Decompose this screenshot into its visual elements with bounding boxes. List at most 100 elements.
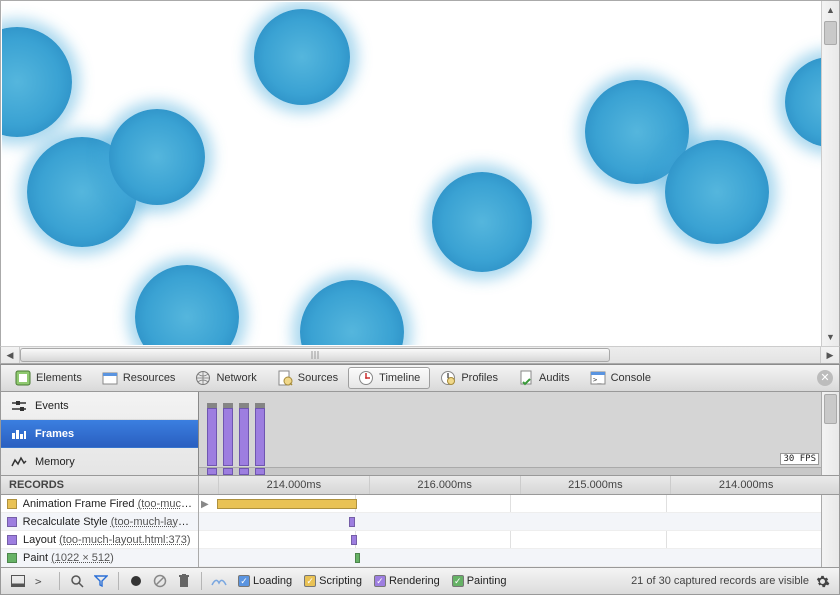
sources-icon (277, 370, 293, 386)
mode-label: Memory (35, 456, 75, 468)
timeline-ruler (199, 467, 821, 475)
record-link[interactable]: (too-much-... (138, 498, 192, 510)
network-icon (195, 370, 211, 386)
timeline-scrollbar[interactable] (821, 392, 839, 475)
tab-network[interactable]: Network (185, 367, 266, 389)
mode-label: Frames (35, 428, 74, 440)
time-column: 215.000ms (521, 476, 672, 494)
frame-bar[interactable] (255, 408, 265, 466)
circle (109, 109, 205, 205)
color-swatch (7, 553, 17, 563)
time-column: 214.000ms (671, 476, 821, 494)
time-columns: 214.000ms216.000ms215.000ms214.000ms (219, 476, 821, 494)
tab-label: Console (611, 372, 651, 384)
circles-canvas (2, 2, 821, 345)
record-link[interactable]: (too-much-layou... (111, 516, 192, 528)
tab-label: Resources (123, 372, 176, 384)
search-icon[interactable] (66, 571, 88, 591)
legend-label: Rendering (389, 575, 440, 587)
scroll-track[interactable] (19, 347, 821, 363)
legend-item-loading[interactable]: ✓Loading (238, 575, 292, 587)
legend-label: Loading (253, 575, 292, 587)
tab-label: Audits (539, 372, 570, 384)
circle (254, 9, 350, 105)
legend-item-scripting[interactable]: ✓Scripting (304, 575, 362, 587)
horizontal-scrollbar[interactable]: ◀ ▶ (0, 346, 840, 364)
record-bar[interactable] (351, 535, 357, 545)
record-chart-row (199, 531, 821, 549)
frame-tick (223, 468, 233, 475)
circle (432, 172, 532, 272)
vertical-scrollbar[interactable]: ▲ ▼ (821, 1, 839, 346)
record-chart-row (199, 513, 821, 531)
records-heading: RECORDS (1, 476, 199, 494)
filter-icon[interactable] (90, 571, 112, 591)
records-names: Animation Frame Fired (too-much-... Recal… (1, 495, 199, 567)
frame-bar[interactable] (223, 408, 233, 466)
bottom-toolbar: >_ ✓Loading✓Scripting✓Rendering✓Painting… (0, 567, 840, 595)
record-link[interactable]: (too-much-layout.html:373) (59, 534, 190, 546)
close-icon[interactable]: ✕ (817, 370, 833, 386)
tab-profiles[interactable]: Profiles (430, 367, 508, 389)
record-icon[interactable] (125, 571, 147, 591)
circle (135, 265, 239, 345)
scroll-up-icon[interactable]: ▲ (822, 1, 839, 19)
gear-icon[interactable] (811, 571, 833, 591)
clear-icon[interactable] (149, 571, 171, 591)
tab-label: Network (216, 372, 256, 384)
console-toggle-icon[interactable]: >_ (31, 571, 53, 591)
tab-timeline[interactable]: Timeline (348, 367, 430, 389)
legend-item-rendering[interactable]: ✓Rendering (374, 575, 440, 587)
record-bar[interactable] (349, 517, 355, 527)
record-bar[interactable] (355, 553, 360, 563)
time-column: 214.000ms (219, 476, 370, 494)
tab-audits[interactable]: Audits (508, 367, 580, 389)
records-grid: Animation Frame Fired (too-much-... Recal… (0, 495, 840, 567)
tab-elements[interactable]: Elements (5, 367, 92, 389)
scroll-thumb[interactable] (824, 394, 837, 424)
checkbox-icon[interactable]: ✓ (304, 575, 316, 587)
checkbox-icon[interactable]: ✓ (452, 575, 464, 587)
dock-icon[interactable] (7, 571, 29, 591)
circle (785, 57, 821, 147)
legend-item-painting[interactable]: ✓Painting (452, 575, 507, 587)
mode-label: Events (35, 400, 69, 412)
timeline-mode-frames[interactable]: Frames (1, 420, 198, 448)
tab-console[interactable]: >_Console (580, 367, 661, 389)
records-scrollbar[interactable] (821, 495, 839, 567)
frame-bar[interactable] (207, 408, 217, 466)
scroll-left-icon[interactable]: ◀ (1, 347, 19, 363)
record-link[interactable]: (1022 × 512) (51, 552, 114, 564)
record-row[interactable]: Layout (too-much-layout.html:373) (1, 531, 198, 549)
timeline-mode-events[interactable]: Events (1, 392, 198, 420)
checkbox-icon[interactable]: ✓ (238, 575, 250, 587)
scroll-thumb[interactable] (20, 348, 610, 362)
frames-icon (11, 426, 27, 442)
record-row[interactable]: Animation Frame Fired (too-much-... (1, 495, 198, 513)
timeline-mode-memory[interactable]: Memory (1, 448, 198, 475)
gc-icon[interactable] (173, 571, 195, 591)
legend: ✓Loading✓Scripting✓Rendering✓Painting (238, 575, 506, 587)
scroll-right-icon[interactable]: ▶ (821, 347, 839, 363)
color-swatch (7, 517, 17, 527)
timeline-overview[interactable]: 30 FPS (199, 392, 821, 475)
frame-tick (239, 468, 249, 475)
record-label: Animation Frame Fired (too-much-... (23, 498, 192, 510)
status-text: 21 of 30 captured records are visible (631, 575, 809, 587)
record-row[interactable]: Paint (1022 × 512) (1, 549, 198, 567)
tab-resources[interactable]: Resources (92, 367, 186, 389)
record-bar[interactable] (217, 499, 357, 509)
glue-icon[interactable] (208, 571, 230, 591)
scroll-thumb[interactable] (824, 21, 837, 45)
resources-icon (102, 370, 118, 386)
expand-icon[interactable]: ▶ (201, 499, 209, 510)
color-swatch (7, 535, 17, 545)
records-chart[interactable]: ▶ (199, 495, 821, 567)
checkbox-icon[interactable]: ✓ (374, 575, 386, 587)
scroll-down-icon[interactable]: ▼ (822, 328, 839, 346)
record-label: Layout (too-much-layout.html:373) (23, 534, 191, 546)
svg-text:>_: >_ (35, 575, 49, 587)
tab-sources[interactable]: Sources (267, 367, 348, 389)
frame-bar[interactable] (239, 408, 249, 466)
record-row[interactable]: Recalculate Style (too-much-layou... (1, 513, 198, 531)
